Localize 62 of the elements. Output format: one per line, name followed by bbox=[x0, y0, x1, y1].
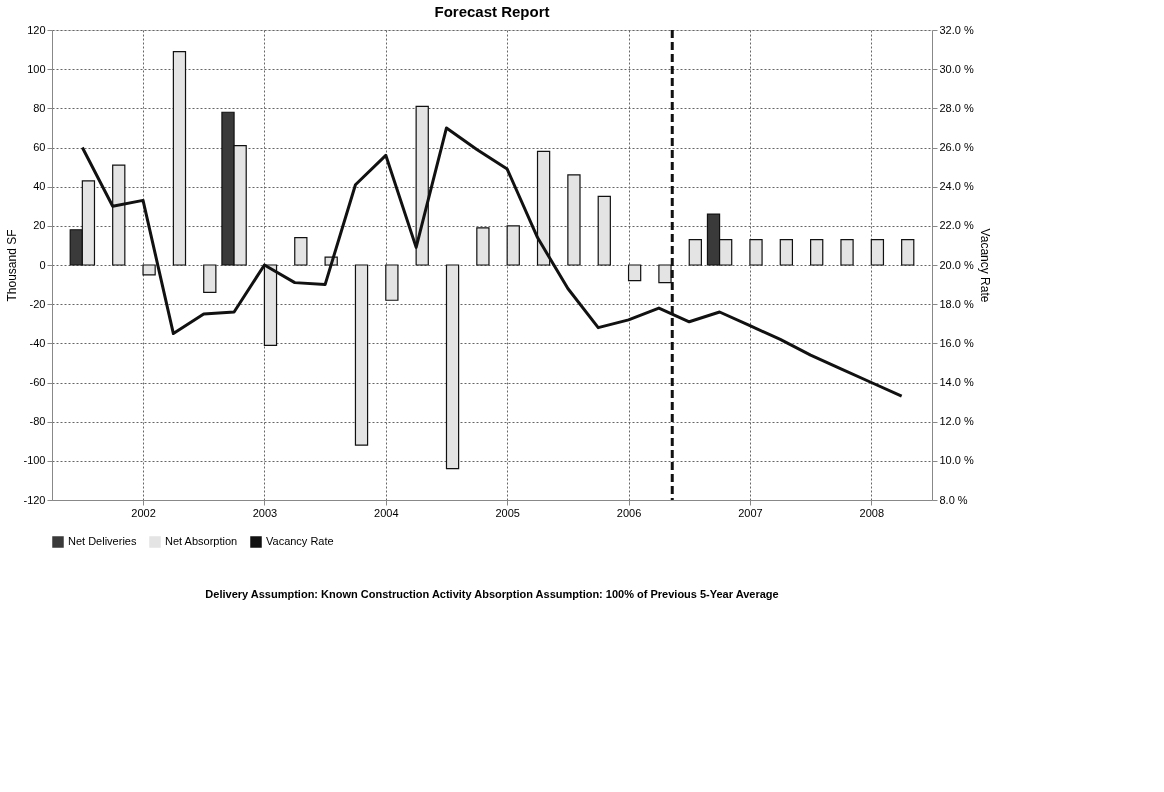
y2-tick-label: 16.0 % bbox=[939, 336, 974, 349]
bar bbox=[172, 50, 187, 266]
bar bbox=[445, 264, 460, 470]
y-tick-label: 100 bbox=[27, 62, 46, 75]
bar bbox=[536, 150, 551, 266]
y-tick-label: 120 bbox=[27, 23, 46, 36]
y2-tick-label: 24.0 % bbox=[939, 180, 974, 193]
bar bbox=[294, 236, 308, 266]
y2-tick-label: 20.0 % bbox=[939, 258, 974, 271]
x-tick-label: 2004 bbox=[374, 506, 399, 519]
x-tick-label: 2007 bbox=[738, 506, 763, 519]
bar bbox=[385, 264, 399, 301]
y-tick-label: 0 bbox=[39, 258, 46, 271]
bar bbox=[597, 195, 611, 266]
y2-tick-label: 26.0 % bbox=[939, 141, 974, 153]
y-tick-label: -100 bbox=[23, 454, 46, 467]
y2-tick-label: 18.0 % bbox=[939, 297, 974, 310]
y2-axis-title: Vacancy Rate bbox=[977, 228, 992, 303]
y2-tick-label: 30.0 % bbox=[939, 62, 974, 75]
x-tick-label: 2006 bbox=[616, 506, 642, 519]
bar bbox=[142, 264, 156, 276]
y2-tick-label: 28.0 % bbox=[939, 101, 974, 114]
y-tick-label: 80 bbox=[33, 101, 46, 114]
legend-label: Vacancy Rate bbox=[266, 535, 334, 547]
text: Delivery Assumption: Known Construction Activity Absorption Assumption: 100% of Previous 5-Year Average bbox=[205, 588, 779, 600]
bar bbox=[901, 238, 915, 266]
bar bbox=[203, 264, 217, 294]
y-axis-title: Thousand SF bbox=[5, 229, 20, 302]
bar bbox=[112, 164, 126, 266]
y2-tick-label: 10.0 % bbox=[939, 454, 974, 467]
y2-tick-label: 32.0 % bbox=[939, 23, 974, 36]
x-tick-label: 2008 bbox=[859, 506, 885, 519]
legend-label: Net Absorption bbox=[165, 535, 238, 547]
bar bbox=[779, 238, 794, 266]
bar bbox=[627, 264, 642, 282]
x-tick-label: 2005 bbox=[495, 506, 520, 519]
bar bbox=[810, 238, 824, 266]
y-tick-label: -80 bbox=[29, 415, 46, 428]
x-tick-label: 2003 bbox=[252, 506, 278, 519]
legend-label: Net Deliveries bbox=[68, 535, 137, 547]
bar bbox=[749, 238, 763, 266]
y-tick-label: -20 bbox=[29, 297, 46, 310]
bar bbox=[263, 264, 278, 346]
y-tick-label: 20 bbox=[33, 219, 46, 232]
bar bbox=[354, 264, 369, 446]
bar bbox=[840, 238, 854, 266]
bar bbox=[688, 238, 702, 266]
y2-tick-label: 14.0 % bbox=[939, 376, 974, 388]
bar bbox=[567, 174, 581, 266]
y2-tick-label: 8.0 % bbox=[939, 493, 968, 506]
bar bbox=[476, 227, 490, 266]
y2-tick-label: 12.0 % bbox=[939, 415, 974, 428]
y-tick-label: -40 bbox=[29, 336, 46, 349]
y-tick-label: -120 bbox=[23, 493, 46, 506]
x-tick-label: 2002 bbox=[131, 506, 156, 519]
chart-title: Forecast Report bbox=[434, 3, 550, 20]
y-tick-label: 60 bbox=[33, 141, 46, 153]
bar bbox=[870, 238, 885, 266]
y-tick-label: 40 bbox=[33, 180, 46, 193]
bar bbox=[506, 225, 520, 266]
y-tick-label: -60 bbox=[29, 376, 46, 388]
y2-tick-label: 22.0 % bbox=[939, 219, 974, 232]
